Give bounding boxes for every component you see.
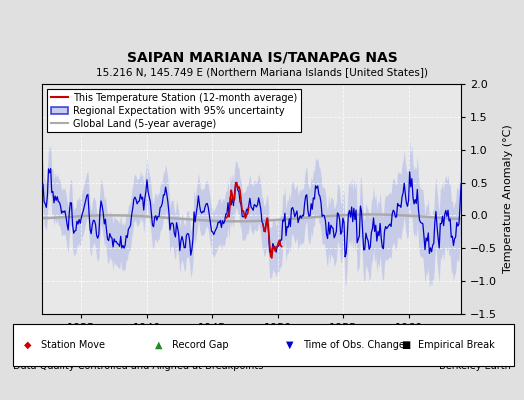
Legend: This Temperature Station (12-month average), Regional Expectation with 95% uncer: This Temperature Station (12-month avera… xyxy=(47,89,301,132)
Text: Berkeley Earth: Berkeley Earth xyxy=(439,361,511,371)
Text: Station Move: Station Move xyxy=(41,340,105,350)
Y-axis label: Temperature Anomaly (°C): Temperature Anomaly (°C) xyxy=(503,125,512,273)
Text: ▼: ▼ xyxy=(286,340,293,350)
Text: 15.216 N, 145.749 E (Northern Mariana Islands [United States]): 15.216 N, 145.749 E (Northern Mariana Is… xyxy=(96,67,428,77)
Text: ◆: ◆ xyxy=(24,340,31,350)
Text: ■: ■ xyxy=(401,340,410,350)
Text: Empirical Break: Empirical Break xyxy=(418,340,495,350)
Text: Record Gap: Record Gap xyxy=(172,340,228,350)
Text: Data Quality Controlled and Aligned at Breakpoints: Data Quality Controlled and Aligned at B… xyxy=(13,361,264,371)
Text: ▲: ▲ xyxy=(155,340,162,350)
Text: SAIPAN MARIANA IS/TANAPAG NAS: SAIPAN MARIANA IS/TANAPAG NAS xyxy=(127,51,397,65)
Text: Time of Obs. Change: Time of Obs. Change xyxy=(303,340,405,350)
